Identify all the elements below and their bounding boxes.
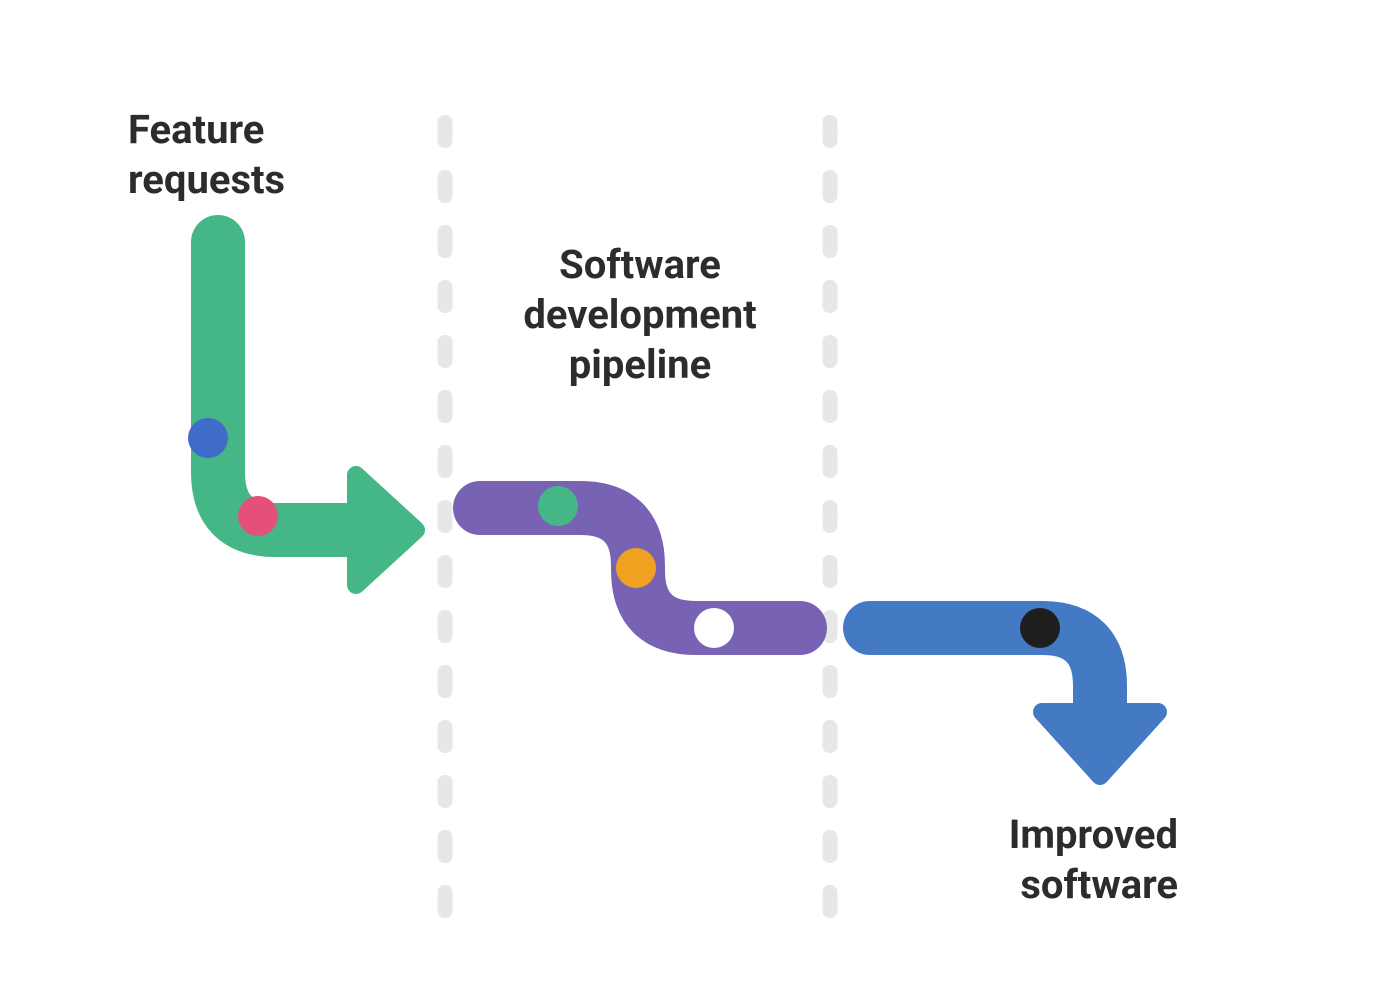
green-dot xyxy=(538,486,578,526)
pink-dot xyxy=(238,496,278,536)
divider-dash-0 xyxy=(438,720,453,753)
label-pipeline: Software development pipeline xyxy=(523,240,756,390)
pipe-blue xyxy=(870,628,1100,712)
divider-dash-0 xyxy=(438,885,453,918)
label-feature-requests: Feature requests xyxy=(128,105,285,205)
divider-dash-0 xyxy=(438,335,453,368)
pipe-green xyxy=(218,242,356,530)
divider-dash-0 xyxy=(438,500,453,533)
divider-dash-0 xyxy=(438,830,453,863)
pipe-green-arrowhead xyxy=(356,475,416,585)
divider-dash-1 xyxy=(823,830,838,863)
divider-dash-1 xyxy=(823,500,838,533)
divider-dash-1 xyxy=(823,885,838,918)
divider-dash-1 xyxy=(823,445,838,478)
divider-dash-1 xyxy=(823,280,838,313)
divider-dash-1 xyxy=(823,170,838,203)
divider-dash-0 xyxy=(438,775,453,808)
divider-dash-0 xyxy=(438,555,453,588)
orange-dot xyxy=(616,548,656,588)
divider-dash-0 xyxy=(438,170,453,203)
divider-dash-1 xyxy=(823,720,838,753)
divider-dash-1 xyxy=(823,390,838,423)
divider-dash-0 xyxy=(438,280,453,313)
divider-dash-1 xyxy=(823,115,838,148)
divider-dash-0 xyxy=(438,390,453,423)
divider-dash-1 xyxy=(823,665,838,698)
divider-dash-1 xyxy=(823,555,838,588)
pipe-blue-arrowhead xyxy=(1042,712,1158,776)
black-dot xyxy=(1020,608,1060,648)
divider-dash-1 xyxy=(823,335,838,368)
divider-dash-0 xyxy=(438,610,453,643)
divider-dash-0 xyxy=(438,115,453,148)
divider-dash-1 xyxy=(823,225,838,258)
blue-dot xyxy=(188,418,228,458)
divider-dash-1 xyxy=(823,775,838,808)
divider-dash-0 xyxy=(438,445,453,478)
label-improved-software: Improved software xyxy=(1009,810,1178,910)
divider-dash-0 xyxy=(438,665,453,698)
white-dot xyxy=(694,608,734,648)
divider-dash-0 xyxy=(438,225,453,258)
